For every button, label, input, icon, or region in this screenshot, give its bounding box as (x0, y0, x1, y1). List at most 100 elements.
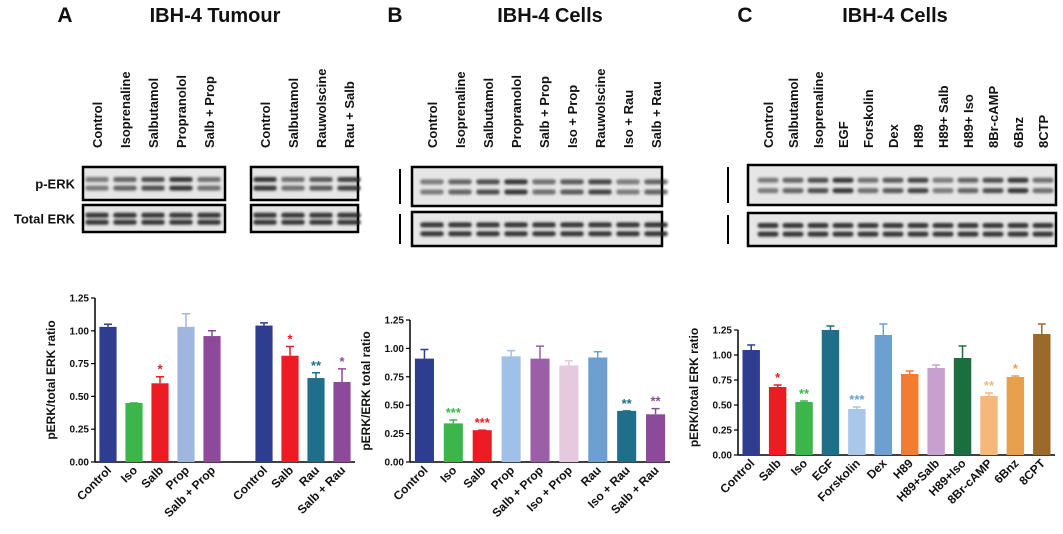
blot-band (1007, 223, 1029, 229)
error-bar (536, 345, 544, 359)
lane-label: H89+ Salb (936, 85, 951, 148)
blot-band (616, 231, 640, 237)
x-tick-label: Control (391, 463, 431, 503)
blot-box (81, 165, 227, 202)
error-bar (420, 348, 429, 359)
blot-band (857, 188, 879, 194)
blot-band (757, 188, 779, 194)
blot-band (832, 231, 854, 237)
blot-band (932, 231, 954, 237)
significance: * (287, 332, 293, 347)
blot-band (757, 177, 779, 183)
y-tick-label: 0.25 (70, 425, 90, 436)
blot-band (476, 179, 500, 185)
blot-band (448, 189, 472, 195)
blot-band (644, 179, 668, 185)
blot-band (337, 219, 361, 225)
blot-band (532, 189, 556, 195)
blot-band (907, 223, 929, 229)
blot-band (141, 219, 165, 225)
blot-band (532, 222, 556, 228)
bar (414, 358, 434, 462)
blot-band (309, 177, 333, 183)
bar (281, 355, 299, 462)
bar (588, 357, 608, 462)
significance: *** (849, 392, 865, 407)
significance: *** (446, 405, 462, 420)
blot-band (420, 179, 444, 185)
blot-band (832, 223, 854, 229)
blot-band (932, 188, 954, 194)
blot-band (169, 212, 193, 218)
blot-band (337, 177, 361, 183)
blot-band (85, 219, 109, 225)
error-bar (747, 344, 756, 350)
y-tick-label: 0.25 (713, 426, 733, 437)
significance: ** (650, 394, 661, 409)
y-tick-label: 1.00 (385, 344, 405, 355)
y-tick-label: 0.50 (70, 392, 90, 403)
y-axis-label: pERK/ERK total ratio (359, 331, 373, 450)
blot-band (141, 212, 165, 218)
error-bar (958, 345, 967, 358)
bar (742, 350, 760, 455)
significance: * (339, 354, 345, 369)
blot-band (807, 231, 829, 237)
blot-band (197, 185, 221, 191)
blot-band (907, 231, 929, 237)
blot-band (169, 185, 193, 191)
lane-label: H89 (911, 124, 926, 148)
significance: ** (622, 396, 633, 411)
x-tick-label: Control (717, 456, 757, 496)
blot-band (337, 212, 361, 218)
y-tick-label: 1.25 (385, 316, 405, 327)
blot-band (982, 177, 1004, 183)
error-bar (104, 323, 112, 327)
blot-band (448, 222, 472, 228)
blot-band (504, 179, 528, 185)
blot-band (757, 231, 779, 237)
x-tick-label: Control (230, 463, 270, 503)
blot-band (616, 189, 640, 195)
x-tick-label: Salb (138, 463, 166, 491)
blot-band (85, 185, 109, 191)
error-bar (826, 325, 835, 330)
lane-label: Salbutamol (286, 78, 301, 148)
bar (821, 330, 840, 455)
blot-box (249, 203, 360, 234)
lane-label: Forskolin (861, 89, 876, 148)
lane-label: H89+ Iso (961, 94, 976, 148)
blot-band (281, 185, 305, 191)
lane-label: Control (761, 102, 776, 148)
blot-band (476, 231, 500, 237)
lane-label: Isoprenaline (453, 71, 468, 148)
blot-band (588, 189, 612, 195)
lane-label: Propranolol (509, 75, 524, 148)
bar (203, 336, 221, 462)
x-tick-label: Iso (437, 463, 459, 485)
blot-band (1032, 231, 1054, 237)
blot-band (782, 223, 804, 229)
lane-label: Rauwolscine (314, 69, 329, 148)
blot-band (832, 188, 854, 194)
row-label: Total ERK (14, 212, 76, 227)
bar (177, 326, 195, 462)
blot-band (504, 231, 528, 237)
y-tick-label: 1.25 (70, 294, 90, 305)
error-bar (879, 323, 888, 335)
lane-label: Dex (886, 123, 901, 148)
x-tick-label: 8CPT (1016, 456, 1048, 488)
error-bar (338, 368, 346, 382)
blot-band (957, 177, 979, 183)
blot-band (957, 223, 979, 229)
error-bar (905, 370, 914, 374)
blot-band (1032, 188, 1054, 194)
blot-band (560, 222, 584, 228)
blot-box (410, 210, 664, 248)
significance: * (775, 370, 781, 385)
bar (255, 325, 273, 462)
significance: ** (799, 386, 810, 401)
blot-band (281, 177, 305, 183)
x-tick-label: Control (74, 463, 114, 503)
y-tick-label: 0.00 (713, 451, 733, 462)
